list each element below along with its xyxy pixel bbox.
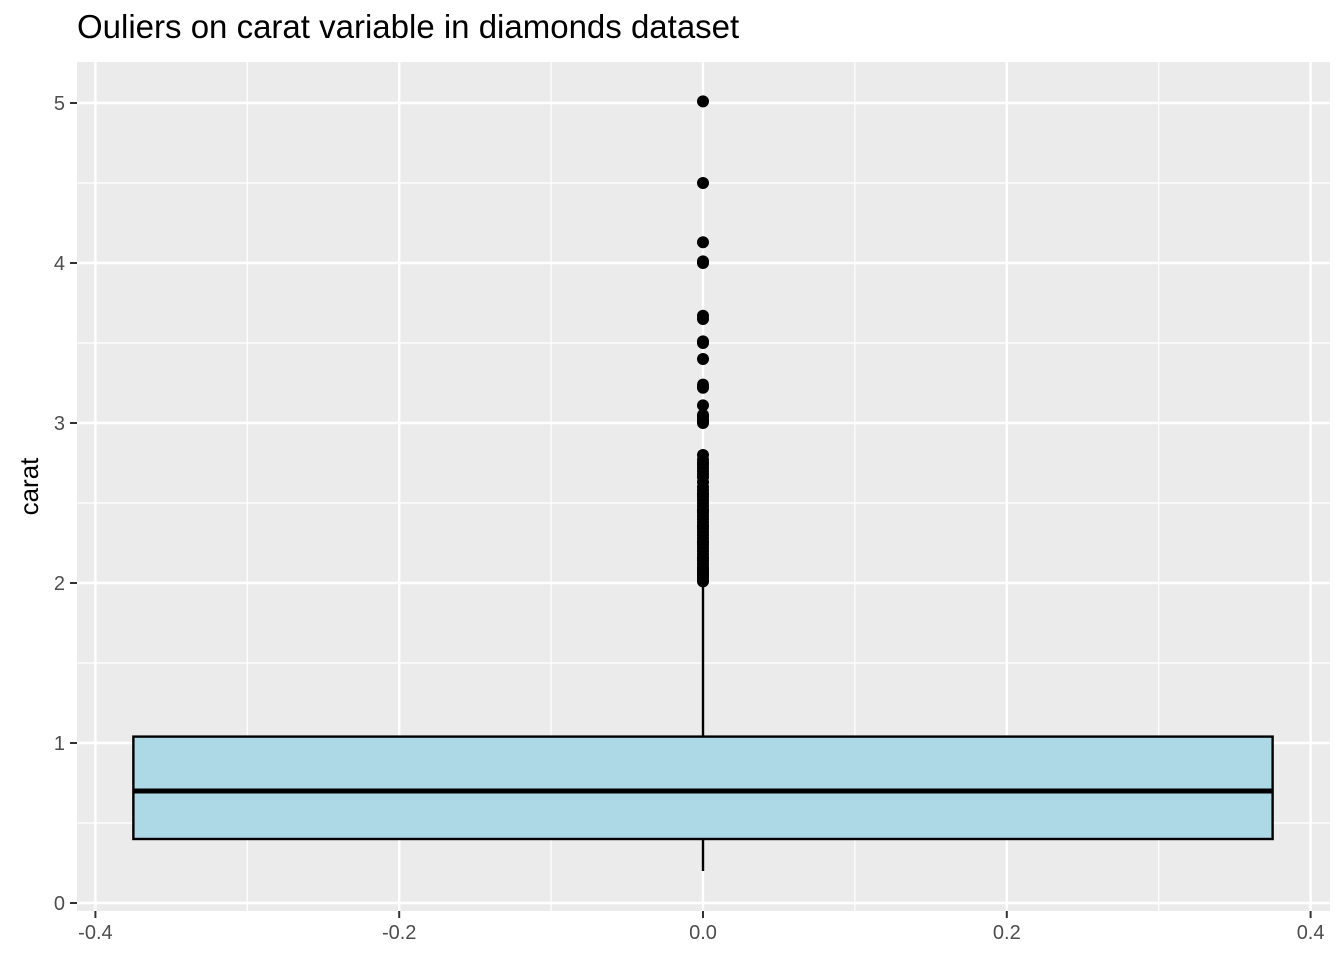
outlier-point (697, 399, 709, 412)
outlier-point (697, 409, 709, 421)
x-tick-label: 0.4 (1297, 922, 1325, 944)
outlier-point (697, 335, 709, 348)
x-axis: -0.4 -0.2 0.0 0.2 0.4 (78, 911, 1325, 944)
x-tick-label: 0.2 (993, 922, 1021, 944)
y-tick-label: 0 (54, 893, 65, 915)
y-axis: 0 1 2 3 4 5 (54, 93, 77, 915)
outlier-point (697, 378, 709, 391)
outlier-point (697, 236, 709, 249)
outlier-point (697, 177, 709, 189)
outlier-point (697, 449, 709, 461)
chart-title: Ouliers on carat variable in diamonds da… (77, 8, 740, 45)
box-iqr (132, 735, 1274, 841)
x-tick-label: -0.4 (78, 922, 112, 944)
outlier-point (697, 95, 709, 108)
y-tick-label: 1 (54, 733, 65, 755)
y-tick-label: 2 (54, 573, 65, 595)
outlier-point (697, 309, 709, 322)
outlier-point (697, 353, 709, 365)
outlier-point (697, 255, 709, 268)
x-tick-label: -0.2 (382, 922, 416, 944)
box-marks (132, 95, 1274, 871)
x-tick-label: 0.0 (689, 922, 717, 944)
y-tick-label: 4 (54, 253, 65, 275)
y-axis-title: carat (14, 457, 44, 516)
y-tick-label: 5 (54, 93, 65, 115)
y-tick-label: 3 (54, 413, 65, 435)
